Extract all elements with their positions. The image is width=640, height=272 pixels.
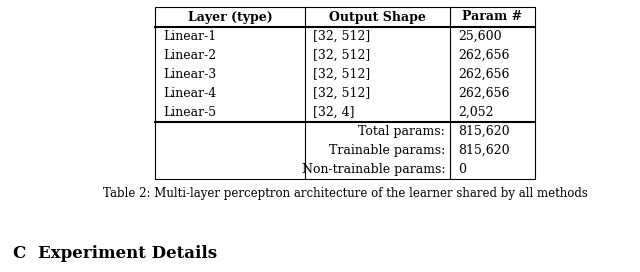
Text: 262,656: 262,656 — [458, 87, 509, 100]
Text: Total params:: Total params: — [358, 125, 445, 138]
Text: 815,620: 815,620 — [458, 125, 509, 138]
Text: 262,656: 262,656 — [458, 49, 509, 62]
Text: 262,656: 262,656 — [458, 68, 509, 81]
Text: 2,052: 2,052 — [458, 106, 493, 119]
Text: Linear-3: Linear-3 — [163, 68, 216, 81]
Text: 0: 0 — [458, 163, 466, 176]
Bar — [155, 7, 535, 179]
Text: Table 2: Multi-layer perceptron architecture of the learner shared by all method: Table 2: Multi-layer perceptron architec… — [102, 187, 588, 200]
Text: Linear-5: Linear-5 — [163, 106, 216, 119]
Text: [32, 512]: [32, 512] — [313, 30, 371, 43]
Text: Linear-2: Linear-2 — [163, 49, 216, 62]
Text: Layer (type): Layer (type) — [188, 11, 273, 23]
Text: Non-trainable params:: Non-trainable params: — [301, 163, 445, 176]
Text: 25,600: 25,600 — [458, 30, 502, 43]
Text: Experiment Details: Experiment Details — [38, 246, 217, 262]
Text: Linear-1: Linear-1 — [163, 30, 216, 43]
Text: [32, 512]: [32, 512] — [313, 49, 371, 62]
Text: 815,620: 815,620 — [458, 144, 509, 157]
Text: [32, 512]: [32, 512] — [313, 87, 371, 100]
Text: [32, 512]: [32, 512] — [313, 68, 371, 81]
Text: Output Shape: Output Shape — [329, 11, 426, 23]
Text: Param #: Param # — [463, 11, 523, 23]
Text: C: C — [12, 246, 25, 262]
Text: Trainable params:: Trainable params: — [329, 144, 445, 157]
Text: Linear-4: Linear-4 — [163, 87, 216, 100]
Text: [32, 4]: [32, 4] — [313, 106, 355, 119]
